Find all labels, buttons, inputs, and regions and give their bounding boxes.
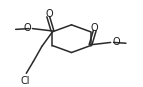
Text: O: O <box>90 23 98 33</box>
Text: O: O <box>45 9 53 19</box>
Text: O: O <box>112 37 120 47</box>
Text: Cl: Cl <box>20 76 30 86</box>
Text: O: O <box>23 23 31 33</box>
